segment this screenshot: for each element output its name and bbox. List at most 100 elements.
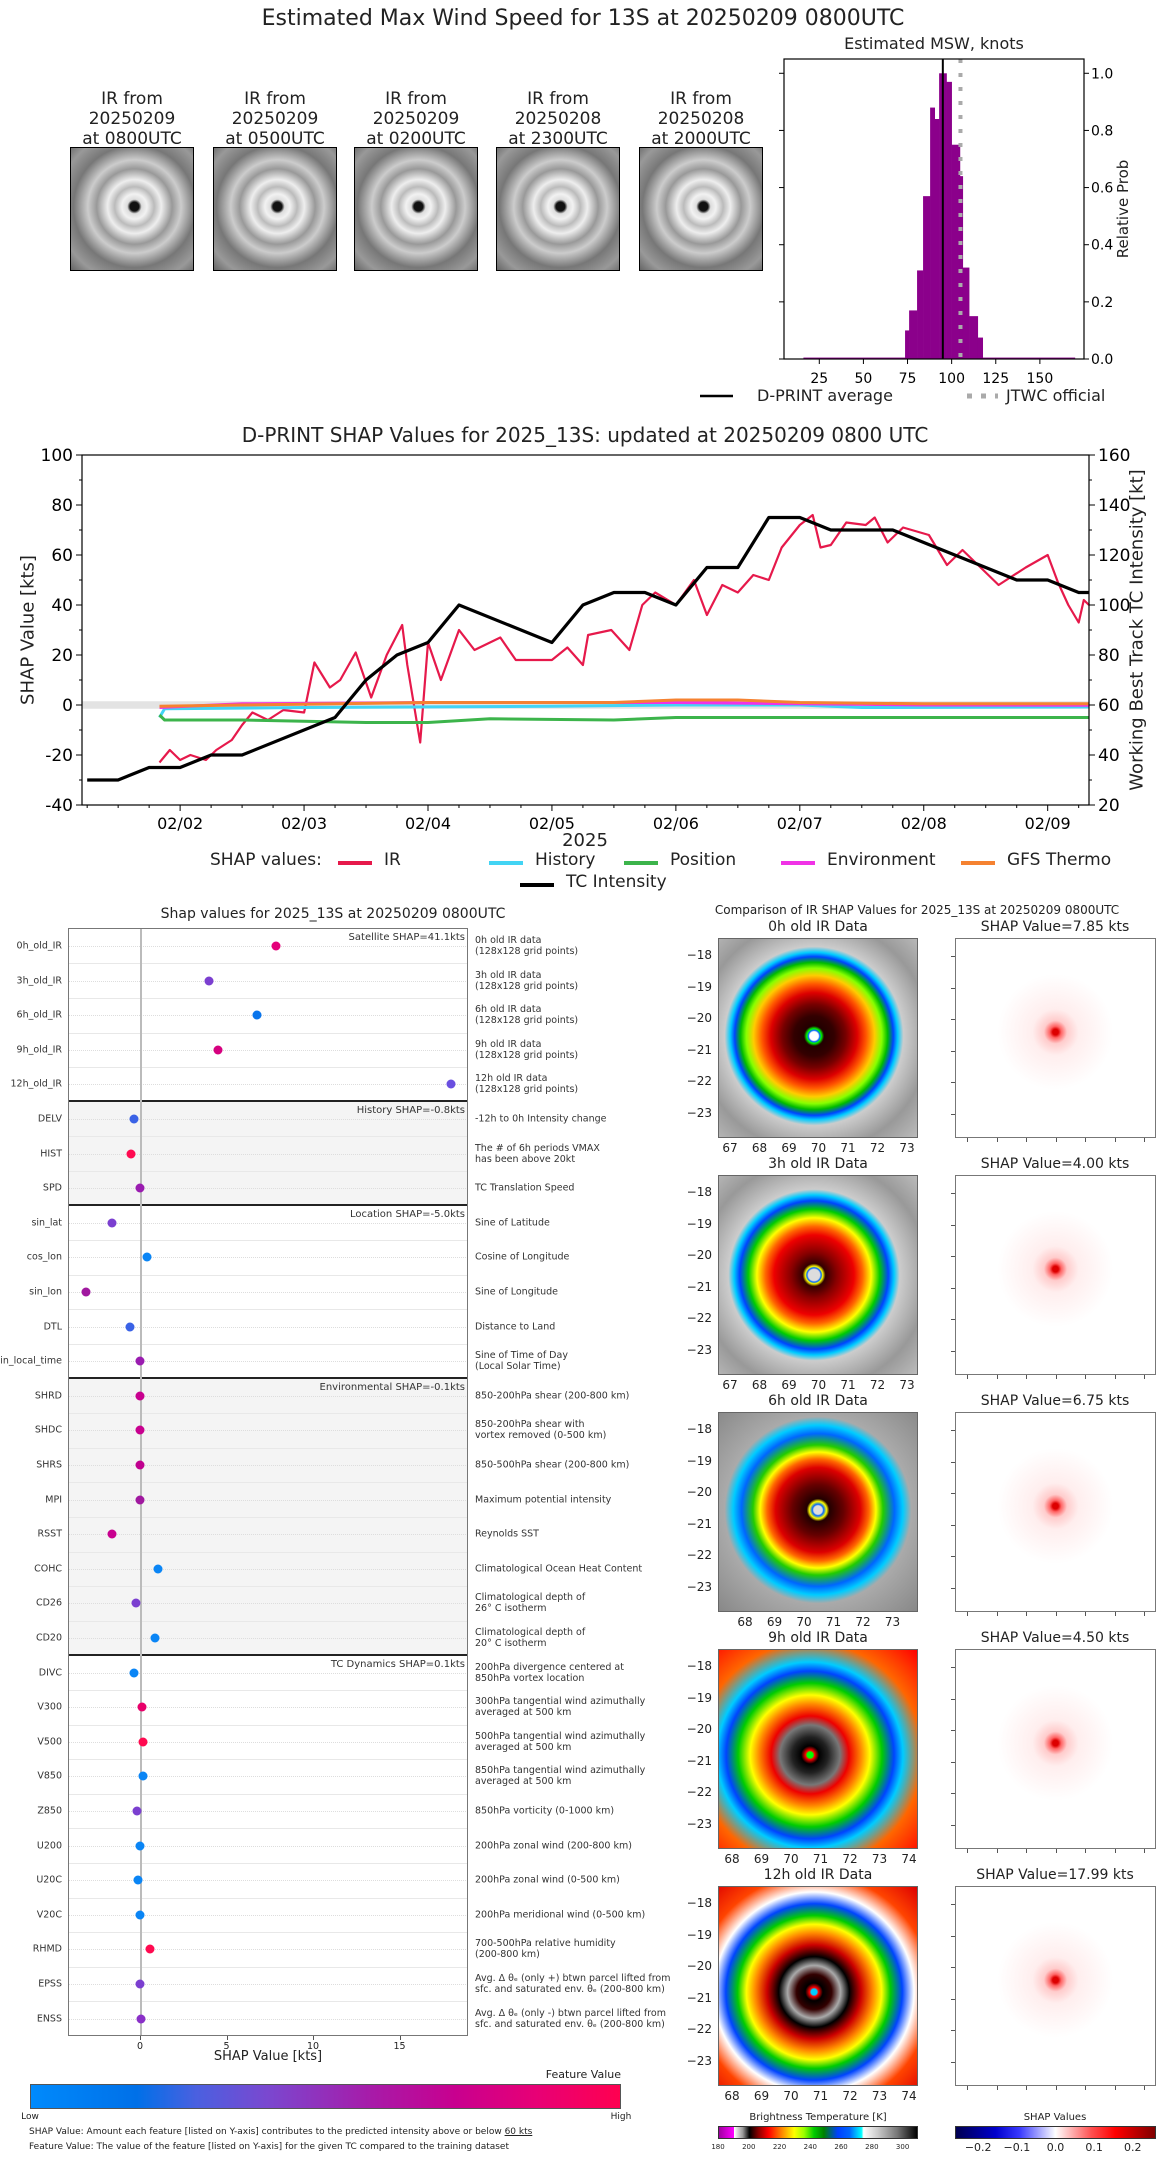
y-tick-label: 0	[62, 696, 73, 716]
lon-tick-label: 68	[737, 1615, 753, 1629]
row-separator	[68, 1620, 468, 1622]
y-tick-label: 0.2	[1091, 295, 1113, 311]
group-background	[68, 1654, 468, 2036]
shap-tick-label: −0.1	[1003, 2141, 1031, 2154]
ir-thumbnail-label: IR from 20250209 at 0500UTC	[213, 89, 337, 149]
description-line: Climatological depth of	[475, 1627, 586, 1638]
feature-description: Sine of Latitude	[475, 1217, 550, 1228]
row-guide	[68, 1465, 468, 1466]
shap-y-tick	[951, 2061, 955, 2063]
shap-panel-title: SHAP Value=4.00 kts	[980, 1156, 1130, 1172]
y-tick-label: -20	[45, 746, 73, 766]
footnote-feature-value: Feature Value: The value of the feature …	[29, 2142, 510, 2152]
shap-y-tick	[951, 1698, 955, 1700]
shap-x-tick	[1055, 1375, 1057, 1379]
feature-label: U20C	[36, 1874, 62, 1886]
ir-thumbnail-image	[70, 147, 194, 271]
x-tick-label: 75	[899, 371, 917, 387]
feature-label: DTL	[43, 1321, 62, 1333]
shap-dot	[107, 1218, 117, 1228]
shap-dot	[107, 1529, 117, 1539]
shap-x-tick	[1114, 1612, 1116, 1616]
lat-tick-label: −22	[686, 1548, 712, 1562]
shap-y-tick	[951, 1730, 955, 1731]
lon-tick-label: 73	[899, 1378, 915, 1392]
description-line: Climatological depth of	[475, 1592, 586, 1604]
x-tick-label: 02/05	[529, 814, 575, 833]
shap-dot	[126, 1149, 136, 1159]
feature-description: The # of 6h periods VMAX has been above 2…	[475, 1143, 600, 1165]
x-tick-label: 100	[938, 371, 965, 387]
description-line: averaged at 500 km	[475, 1707, 572, 1719]
feature-label: RSST	[37, 1528, 62, 1540]
lat-tick-label: −18	[686, 1659, 712, 1673]
feature-description: Climatological depth of 20° C isotherm	[475, 1627, 585, 1649]
description-line: (200-800 km)	[475, 1949, 540, 1961]
footnote-shap-value: SHAP Value: Amount each feature [listed …	[29, 2127, 532, 2137]
timeseries-ylabel: SHAP Value [kts]	[17, 555, 39, 705]
feature-description: 200hPa meridional wind (0-500 km)	[475, 1909, 645, 1920]
y-tick-label: -40	[45, 796, 73, 816]
shap-y-tick	[951, 1998, 955, 2000]
lat-tick-label: −21	[686, 1042, 712, 1057]
x-tick-label: 02/07	[777, 814, 823, 833]
row-separator	[68, 1932, 468, 1934]
shap-x-tick	[1055, 1138, 1057, 1142]
lat-tick-label: −19	[686, 1690, 712, 1705]
dotplot-frame	[68, 928, 468, 2036]
bt-tick-label: 260	[834, 2143, 848, 2151]
shap-dot	[129, 1114, 139, 1124]
feature-label: SHRD	[34, 1390, 62, 1402]
shap-x-tick	[1026, 2086, 1027, 2090]
description-line: averaged at 500 km	[475, 1776, 572, 1788]
shap-dot	[135, 1391, 145, 1401]
feature-description: 500hPa tangential wind azimuthally averag…	[475, 1731, 645, 1753]
legend-swatch	[624, 861, 658, 865]
shap-x-tick	[1144, 2086, 1145, 2090]
row-guide	[68, 2018, 468, 2020]
shap-dot	[252, 1010, 262, 1020]
ir-panel-title: 3h old IR Data	[768, 1156, 868, 1172]
series-line-ir	[158, 513, 1090, 764]
description-line: 850hPa tangential wind azimuthally	[475, 1765, 646, 1777]
group-divider	[68, 1204, 468, 1207]
row-separator	[68, 1966, 468, 1968]
shap-y-tick	[951, 1430, 955, 1431]
group-shap-label: TC Dynamics SHAP=0.1kts	[330, 1658, 465, 1670]
lon-tick-label: 74	[901, 1852, 917, 1866]
bt-colorbar-title: Brightness Temperature [K]	[749, 2112, 887, 2123]
feature-description: 200hPa divergence centered at 850hPa vort…	[475, 1662, 624, 1684]
shap-x-tick	[1144, 1849, 1145, 1853]
lat-tick-label: −22	[686, 1311, 712, 1325]
description-line: 850hPa vortex location	[475, 1672, 585, 1684]
description-line: (128x128 grid points)	[475, 1084, 579, 1096]
shap-dot	[150, 1633, 160, 1643]
row-guide	[68, 1949, 468, 1951]
feature-label: CD20	[35, 1632, 62, 1644]
shap-y-tick	[951, 1556, 955, 1557]
y-tick-label: 0.6	[1091, 181, 1113, 197]
row-guide	[68, 946, 468, 947]
lon-tick-label: 70	[810, 1141, 827, 1155]
lon-tick-label: 72	[842, 2089, 858, 2103]
ir-thumbnail-image	[354, 147, 478, 271]
shap-y-tick	[951, 1524, 955, 1526]
shap-x-tick	[1055, 1849, 1057, 1853]
shap-x-tick	[967, 1612, 968, 1616]
row-separator	[68, 1897, 468, 1899]
x-tick-label: 10	[306, 2040, 320, 2052]
group-divider	[68, 1377, 468, 1380]
ir-thumbnail-label: IR from 20250208 at 2300UTC	[496, 89, 620, 149]
shap-x-tick	[1055, 2086, 1057, 2090]
legend-swatch	[781, 861, 815, 865]
feature-label: V850	[37, 1770, 62, 1782]
feature-label: DIVC	[38, 1667, 62, 1679]
description-line: TC Translation Speed	[475, 1182, 575, 1194]
ir-thumbnail-image	[639, 147, 763, 271]
zero-line	[140, 928, 142, 2036]
lat-tick-label: −20	[686, 1248, 712, 1262]
shap-x-tick	[1114, 2086, 1116, 2090]
feature-description: 850-200hPa shear (200-800 km)	[475, 1390, 629, 1401]
row-guide	[68, 1776, 468, 1778]
x-tick-label: 02/03	[281, 814, 327, 833]
